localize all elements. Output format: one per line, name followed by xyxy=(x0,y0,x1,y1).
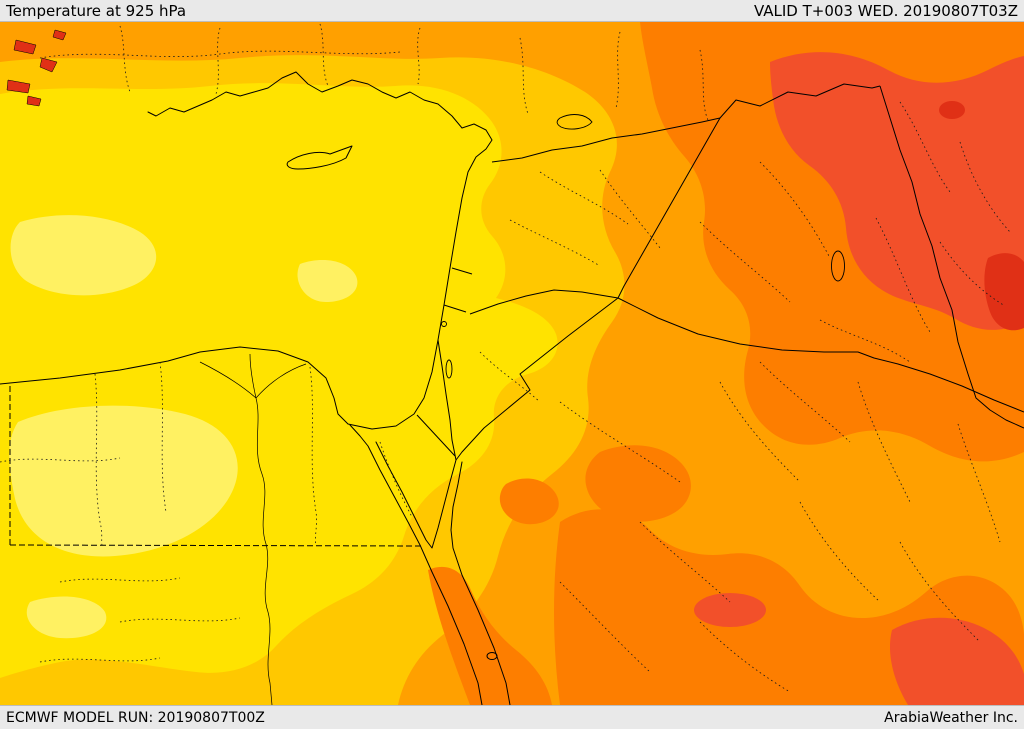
temperature-contour-svg xyxy=(0,22,1024,705)
header-bar: Temperature at 925 hPa VALID T+003 WED. … xyxy=(0,0,1024,22)
admin-boundary-layer xyxy=(0,23,1011,693)
coastline-layer xyxy=(0,71,511,705)
temp-layer-red-orange xyxy=(694,52,1024,705)
temp-layer-pale-yellow xyxy=(9,215,358,639)
weather-map xyxy=(0,22,1024,705)
temp-layer-red xyxy=(6,29,1024,331)
provider-label: ArabiaWeather Inc. xyxy=(884,709,1018,726)
footer-bar: ECMWF MODEL RUN: 20190807T00Z ArabiaWeat… xyxy=(0,705,1024,729)
valid-time-label: VALID T+003 WED. 20190807T03Z xyxy=(753,1,1018,20)
lake-layer xyxy=(441,114,845,379)
map-title: Temperature at 925 hPa xyxy=(6,1,187,20)
river-layer xyxy=(199,353,307,705)
model-run-label: ECMWF MODEL RUN: 20190807T00Z xyxy=(6,709,265,726)
country-border-layer xyxy=(9,83,1024,547)
